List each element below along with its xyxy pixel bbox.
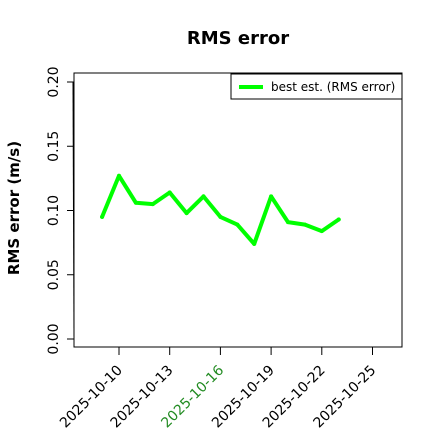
data-point xyxy=(201,194,206,199)
data-point xyxy=(336,217,341,222)
data-point xyxy=(218,214,223,219)
plot-frame xyxy=(73,72,403,348)
y-tick-label: 0.00 xyxy=(46,323,62,354)
data-point xyxy=(286,220,290,225)
legend-label: best est. (RMS error) xyxy=(271,80,395,94)
data-point xyxy=(319,229,324,234)
legend: best est. (RMS error) xyxy=(230,73,403,100)
y-tick-label: 0.05 xyxy=(46,259,62,290)
y-axis-label: RMS error (m/s) xyxy=(5,141,23,275)
y-tick-label: 0.10 xyxy=(46,195,62,226)
data-point xyxy=(269,194,274,199)
data-point xyxy=(235,222,240,227)
y-tick-label: 0.20 xyxy=(46,66,62,97)
data-point xyxy=(167,190,172,195)
y-tick-label: 0.15 xyxy=(46,131,62,162)
data-point xyxy=(252,241,257,246)
plot-area: 0.000.050.100.150.202025-10-102025-10-13… xyxy=(46,66,403,431)
series-line xyxy=(100,173,341,246)
data-point xyxy=(100,214,105,219)
data-point xyxy=(133,200,138,205)
data-point xyxy=(302,222,307,227)
chart-title: RMS error xyxy=(187,28,289,49)
data-point xyxy=(150,202,155,207)
data-point xyxy=(184,211,189,216)
data-point xyxy=(117,173,121,178)
